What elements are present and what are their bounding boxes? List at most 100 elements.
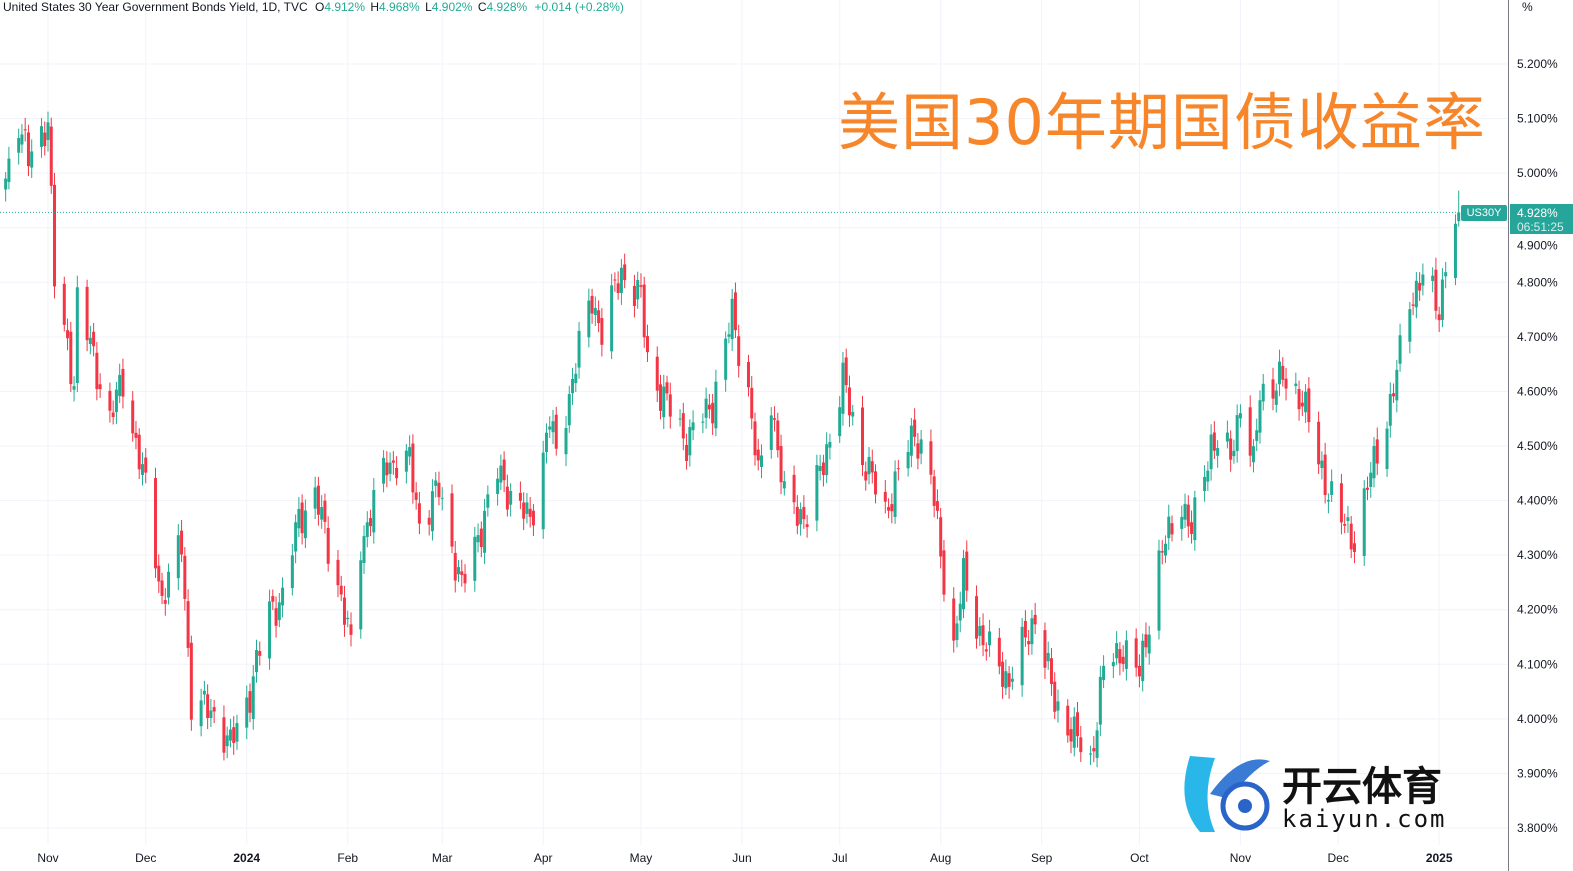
time-axis[interactable]: Nov Dec 2024 Feb Mar Apr May Jun Jul Aug Sep Oct Nov… [37,851,1453,865]
candle [942,540,946,602]
candle [320,495,324,529]
candle [365,511,369,548]
candle-body [961,558,965,610]
candle-body [225,735,229,747]
candle-body [118,375,122,397]
candle-body [815,465,819,521]
candle [1072,707,1076,757]
candle [1398,323,1402,372]
y-tick-label: 4.300% [1517,548,1558,562]
candle-body [1170,523,1174,535]
candle [1001,651,1005,699]
candle [1121,645,1125,672]
candle-body [577,330,581,368]
candle [1255,418,1259,452]
candle [548,416,552,438]
candle-body [1395,369,1399,401]
candle-body [600,317,604,345]
candle-body [1457,212,1461,222]
y-tick-label: 4.500% [1517,439,1558,453]
candle [336,550,340,598]
candle [593,296,597,327]
candle-body [636,280,640,300]
candle [1414,272,1418,319]
candle-body [1294,383,1298,387]
candle [919,429,923,465]
candle [460,559,464,587]
candle [277,592,281,628]
candle [1023,610,1027,647]
candle [724,331,728,392]
candle-body [1349,523,1353,550]
candle-body [805,524,809,528]
candle-body [140,464,144,475]
candle-body [479,528,483,548]
candle [929,429,933,485]
candle [66,318,70,351]
candle-body [935,501,939,511]
candle-body [1339,483,1343,523]
candle [1216,440,1220,468]
candle [30,139,34,179]
candle [939,507,943,569]
candle-body [1307,388,1311,423]
candle [92,322,96,357]
candle [1317,411,1321,475]
candle [668,382,672,429]
candle [1043,622,1047,680]
candle [841,351,845,426]
candle-body [711,402,715,424]
candle-body [1124,640,1128,669]
candle-body [85,286,89,341]
y-tick-label: 4.700% [1517,330,1558,344]
candle [890,493,894,524]
watermark-logo: 开云体育 kaiyun.com [1170,748,1470,840]
watermark-en: kaiyun.com [1282,805,1447,833]
candle [176,524,180,591]
candle-body [613,279,617,281]
candle [202,680,206,705]
candle [1434,257,1438,320]
candle [610,273,614,360]
candle [913,408,917,447]
high-value: 4.968% [379,0,420,14]
candle-body [476,535,480,543]
candle-body [838,407,842,437]
candle-body [639,285,643,287]
candle-body [1216,448,1220,456]
candle [1343,513,1347,534]
candle-body [799,509,803,525]
candle [818,454,822,481]
candle-body [1046,652,1050,662]
candle-body [645,336,649,353]
candle-body [1444,272,1448,277]
y-tick-label: 4.200% [1517,603,1558,617]
candle-body [1255,430,1259,441]
candle [473,526,477,592]
candle [623,253,627,289]
candle [297,497,301,538]
candle-body [509,490,513,505]
price-axis[interactable]: 5.200% 5.100% 5.000% 4.900% 4.800% 4.700% 4.60… [1517,57,1558,835]
candle-body [30,151,34,168]
candle [1297,380,1301,421]
candle [137,428,141,479]
candle [108,382,112,423]
x-tick-label: Jun [732,851,751,865]
candle [183,547,187,611]
candle [1408,301,1412,354]
candle-body [727,334,731,337]
candle [1046,641,1050,670]
candle [1066,699,1070,743]
candle [212,699,216,724]
candle [49,117,53,194]
candle-body [437,482,441,498]
candle [1144,622,1148,658]
candle-body [1206,470,1210,482]
candle-body [1102,665,1106,681]
candle-body [1408,309,1412,342]
candle-body [574,373,578,384]
candle [53,172,57,299]
y-tick-label: 5.000% [1517,166,1558,180]
